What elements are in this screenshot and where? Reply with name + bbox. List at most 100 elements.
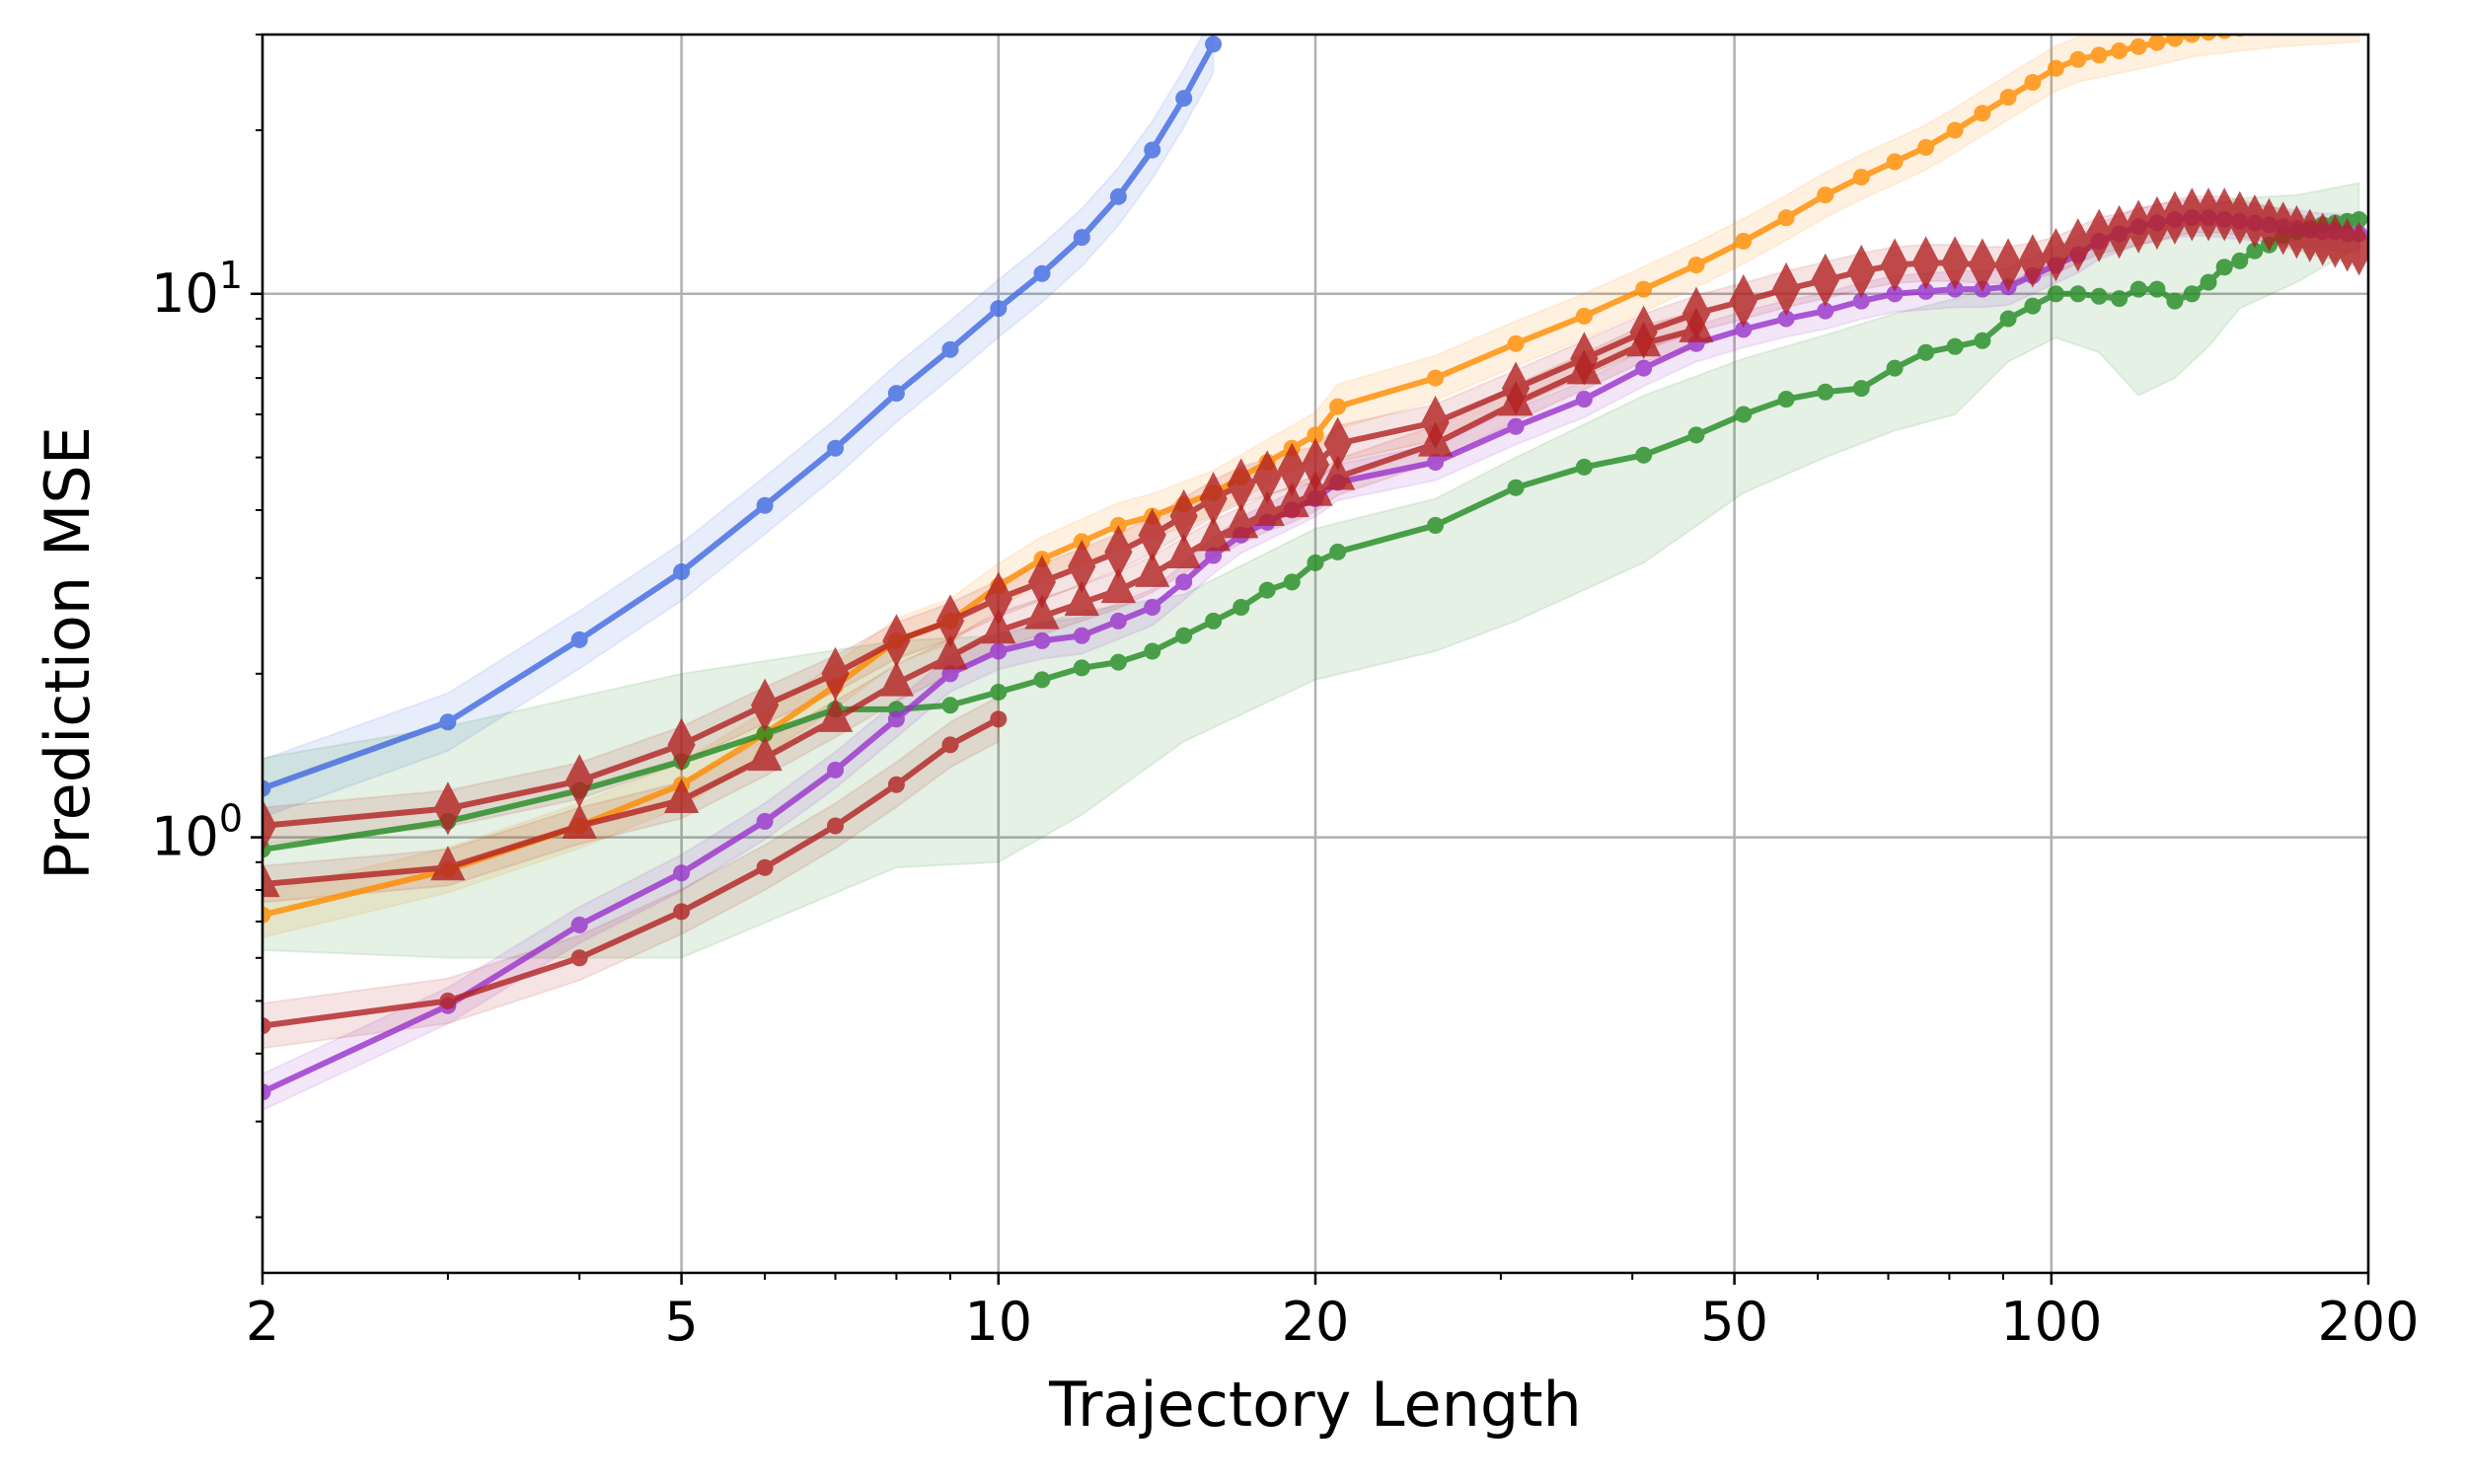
series-1-point bbox=[2352, 12, 2366, 27]
series-0-point bbox=[1073, 229, 1090, 247]
series-1-point bbox=[2315, 14, 2330, 29]
series-1-point bbox=[1974, 105, 1991, 122]
series-6-point bbox=[565, 754, 594, 808]
series-3-point bbox=[570, 916, 588, 933]
series-2-point bbox=[1999, 310, 2017, 328]
series-1-point bbox=[2090, 46, 2108, 64]
series-2-point bbox=[1852, 380, 1870, 398]
series-6-point bbox=[667, 717, 696, 772]
series-4-point bbox=[262, 1017, 271, 1035]
series-2-point bbox=[2200, 273, 2217, 291]
series-0 bbox=[262, 36, 1223, 797]
series-2-point bbox=[1307, 554, 1324, 571]
series-5-point bbox=[1064, 580, 1099, 617]
series-6-point bbox=[1199, 472, 1228, 526]
series-2-point bbox=[1233, 598, 1250, 616]
series-2-point bbox=[2215, 259, 2233, 276]
series-5-point bbox=[1274, 482, 1309, 518]
series-6-point bbox=[1278, 442, 1307, 497]
series-1-point bbox=[2183, 35, 2201, 43]
series-6-point bbox=[1968, 238, 1997, 292]
series-1-point bbox=[1427, 369, 1445, 387]
series-2-point bbox=[990, 683, 1008, 701]
series-2-point bbox=[1735, 406, 1753, 423]
series-0-point bbox=[1144, 141, 1161, 159]
series-6-point bbox=[984, 571, 1012, 626]
series-3-point bbox=[1109, 612, 1127, 630]
y-tick-label: 101 bbox=[151, 254, 243, 325]
series-6-point bbox=[1104, 525, 1133, 579]
series-6-point bbox=[1941, 236, 1970, 290]
series-3-point bbox=[262, 1083, 271, 1101]
series-2-point bbox=[2024, 297, 2042, 315]
series-2-point bbox=[2130, 280, 2147, 298]
series-5-point bbox=[1319, 455, 1356, 490]
series-2-point bbox=[1283, 573, 1301, 591]
series-6-point bbox=[1682, 286, 1711, 340]
series-1-point bbox=[2289, 16, 2304, 31]
y-tick-exponent: 0 bbox=[219, 797, 243, 841]
series-6-point bbox=[1253, 450, 1282, 504]
series-1-point bbox=[2069, 50, 2087, 68]
series-5-point bbox=[933, 634, 968, 670]
series-2-point bbox=[1175, 627, 1193, 644]
series-0-band bbox=[262, 35, 1215, 819]
series-3-point bbox=[1073, 627, 1090, 644]
series-2-point bbox=[2183, 285, 2201, 303]
series-5-point bbox=[1135, 552, 1170, 587]
x-tick-label: 200 bbox=[2317, 1291, 2419, 1353]
series-4-point bbox=[439, 992, 457, 1009]
series-0-point bbox=[262, 779, 271, 797]
series-0-point bbox=[439, 713, 457, 731]
x-tick-label: 2 bbox=[246, 1291, 279, 1353]
series-1-point bbox=[2302, 15, 2317, 30]
series-3-point bbox=[1144, 598, 1161, 616]
series-5-point bbox=[1195, 516, 1232, 552]
series-2-point bbox=[1258, 581, 1276, 599]
series-2-point bbox=[1205, 612, 1223, 630]
series-6-point bbox=[433, 781, 463, 836]
x-tick-label: 50 bbox=[1700, 1291, 1768, 1353]
series-6-point bbox=[1323, 416, 1352, 471]
series-0-point bbox=[941, 340, 959, 358]
series-6-point bbox=[1227, 458, 1255, 512]
series-6-point bbox=[1771, 261, 1801, 317]
y-tick-base: 10 bbox=[151, 806, 219, 868]
series-1-point bbox=[2328, 14, 2343, 29]
series-4-point bbox=[570, 949, 588, 967]
series-2-point bbox=[1974, 332, 1991, 349]
series-2-point bbox=[2047, 285, 2064, 303]
series-0-point bbox=[1033, 264, 1051, 282]
x-tick-label: 5 bbox=[664, 1291, 698, 1353]
series-6-point bbox=[1501, 361, 1531, 415]
series-5-point bbox=[1100, 567, 1136, 604]
series-2-point bbox=[1777, 391, 1795, 408]
series-0-point bbox=[1109, 187, 1127, 205]
series-2-point bbox=[1427, 516, 1445, 534]
series-4-point bbox=[887, 776, 905, 793]
series-1-point bbox=[2024, 73, 2042, 91]
series-5-point bbox=[1024, 594, 1060, 630]
series-0-point bbox=[1175, 90, 1193, 108]
series-2-point bbox=[2231, 252, 2249, 269]
series-5-point bbox=[262, 861, 280, 898]
series-0-point bbox=[887, 385, 905, 403]
series-4 bbox=[262, 710, 1008, 1035]
y-tick-exponent: 1 bbox=[219, 254, 243, 297]
series-1-point bbox=[2276, 17, 2290, 32]
series-4-point bbox=[941, 736, 959, 754]
series-6-point bbox=[1993, 238, 2023, 292]
series-5-point bbox=[747, 735, 783, 772]
series-1-point bbox=[2130, 37, 2147, 55]
x-tick-label: 10 bbox=[964, 1291, 1032, 1353]
series-2-point bbox=[1033, 671, 1051, 689]
series-3-point bbox=[1175, 573, 1193, 591]
series-1-point bbox=[2148, 35, 2166, 51]
series-5-point bbox=[663, 778, 700, 814]
x-tick-label: 100 bbox=[2000, 1291, 2102, 1353]
series-2-point bbox=[1507, 479, 1525, 496]
series-5-point bbox=[430, 845, 466, 881]
series-6-point bbox=[882, 614, 911, 668]
series-2-point bbox=[1886, 359, 1904, 377]
